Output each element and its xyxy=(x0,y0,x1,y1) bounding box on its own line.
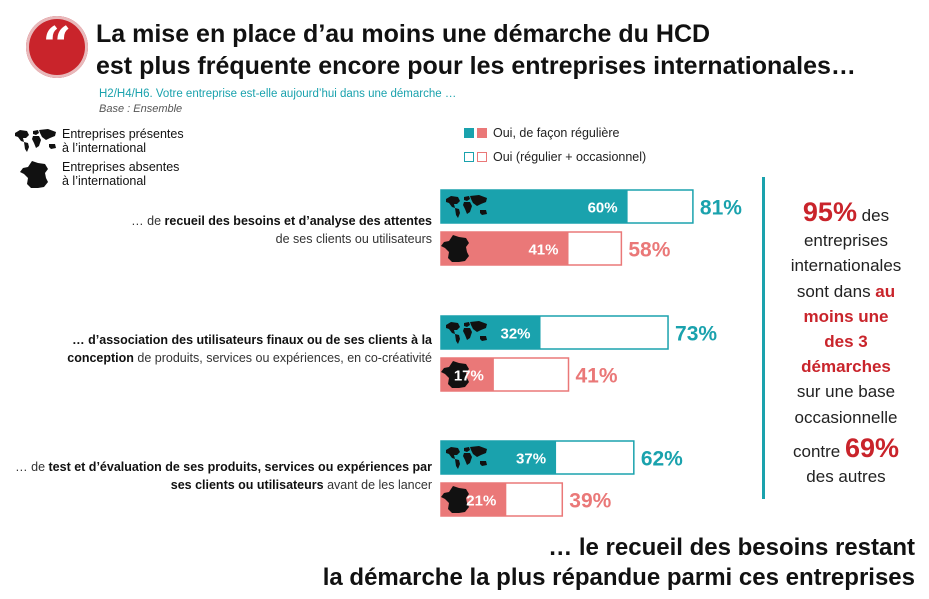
world-map-icon xyxy=(446,321,487,344)
side-text-3: internationales xyxy=(790,256,902,276)
survey-base: Base : Ensemble xyxy=(99,103,183,115)
label-segment: conception xyxy=(67,351,134,365)
label-segment: avant de les lancer xyxy=(323,478,432,492)
conclusion: … le recueil des besoins restant la déma… xyxy=(323,533,915,593)
legend-total-swatch-national xyxy=(477,152,487,162)
label-total-2-national: 41% xyxy=(576,365,618,388)
page-title: La mise en place d’au moins une démarche… xyxy=(96,18,916,82)
label-segment: test et d’évaluation de ses produits, se… xyxy=(48,460,432,474)
side-text-4: sont dans xyxy=(796,281,876,301)
side-text-7: contre xyxy=(792,441,845,461)
bar-regular-2-international xyxy=(441,316,541,349)
label-regular-2-international: 32% xyxy=(500,326,530,343)
legend-international-text: Entreprises présentes à l’international xyxy=(62,127,184,155)
bar-regular-3-international xyxy=(441,441,557,474)
side-text-2: entreprises xyxy=(803,231,889,251)
row-label-1-line2: de ses clients ou utilisateurs xyxy=(131,230,432,248)
row-label-1: … de recueil des besoins et d’analyse de… xyxy=(131,212,432,248)
survey-question: H2/H4/H6. Votre entreprise est-elle aujo… xyxy=(99,88,457,100)
legend-national-line1: Entreprises absentes xyxy=(62,160,180,174)
label-segment: ses clients ou utilisateurs xyxy=(170,478,324,492)
row-label-2-line1: … d’association des utilisateurs finaux … xyxy=(67,331,432,349)
label-total-1-international: 81% xyxy=(700,197,742,220)
label-total-3-international: 62% xyxy=(641,448,683,471)
legend-total-text: Oui (régulier + occasionnel) xyxy=(493,150,647,164)
label-total-2-international: 73% xyxy=(675,323,717,346)
label-segment: … d’association des utilisateurs finaux … xyxy=(72,333,432,347)
legend-national-line2: à l’international xyxy=(62,174,147,188)
label-segment: de ses clients ou utilisateurs xyxy=(275,232,432,246)
stat-69: 69% xyxy=(844,432,900,463)
legend-international-line1: Entreprises présentes xyxy=(62,127,184,141)
row-label-1-line1: … de recueil des besoins et d’analyse de… xyxy=(131,212,432,230)
label-segment: … de xyxy=(15,460,49,474)
label-regular-3-national: 21% xyxy=(466,493,496,510)
world-map-icon xyxy=(446,446,487,469)
side-highlight-4: démarches xyxy=(801,357,891,377)
label-regular-1-national: 41% xyxy=(528,242,558,259)
row-label-3: … de test et d’évaluation de ses produit… xyxy=(15,458,432,494)
france-map-icon xyxy=(441,486,469,513)
legend-regular-swatch-international xyxy=(464,128,474,138)
stat-95: 95% xyxy=(802,197,857,227)
side-highlight-1: au xyxy=(875,281,896,301)
row-label-2: … d’association des utilisateurs finaux … xyxy=(67,331,432,367)
legend-total-swatch-international xyxy=(464,152,474,162)
quote-glyph: “ xyxy=(42,15,72,74)
world-map-icon xyxy=(446,195,487,218)
label-regular-2-national: 17% xyxy=(454,368,484,385)
france-map-icon xyxy=(441,235,469,262)
quote-icon: “ xyxy=(26,16,88,78)
side-text-1: des xyxy=(856,206,890,225)
legend-regular-text: Oui, de façon régulière xyxy=(493,126,620,140)
title-line-2: est plus fréquente encore pour les entre… xyxy=(96,52,856,80)
side-callout: 95% des entreprises internationales sont… xyxy=(770,197,922,489)
label-segment: … de xyxy=(131,214,165,228)
side-text-5: sur une base xyxy=(796,382,896,402)
conclusion-line-1: … le recueil des besoins restant xyxy=(548,534,915,561)
france-map-icon xyxy=(20,161,48,188)
world-map-icon xyxy=(15,129,56,152)
side-highlight-2: moins une xyxy=(803,306,889,326)
side-text-8: des autres xyxy=(806,467,886,487)
label-regular-3-international: 37% xyxy=(516,451,546,468)
row-label-3-line2: ses clients ou utilisateurs avant de les… xyxy=(15,476,432,494)
label-segment: recueil des besoins et d’analyse des att… xyxy=(164,214,432,228)
label-regular-1-international: 60% xyxy=(588,200,618,217)
row-label-3-line1: … de test et d’évaluation de ses produit… xyxy=(15,458,432,476)
label-segment: de produits, services ou expériences, en… xyxy=(133,351,432,365)
bar-regular-1-international xyxy=(441,190,628,223)
france-map-icon xyxy=(441,361,469,388)
side-divider xyxy=(762,177,765,499)
side-text-6: occasionnelle xyxy=(794,407,898,427)
legend-international-line2: à l’international xyxy=(62,141,147,155)
conclusion-line-2: la démarche la plus répandue parmi ces e… xyxy=(322,564,915,591)
label-total-3-national: 39% xyxy=(569,490,611,513)
label-total-1-national: 58% xyxy=(628,239,670,262)
legend-regular-swatch-national xyxy=(477,128,487,138)
legend-national-text: Entreprises absentes à l’international xyxy=(62,160,179,188)
row-label-2-line2: conception de produits, services ou expé… xyxy=(67,349,432,367)
title-line-1: La mise en place d’au moins une démarche… xyxy=(96,20,711,48)
side-highlight-3: des 3 xyxy=(824,332,868,352)
